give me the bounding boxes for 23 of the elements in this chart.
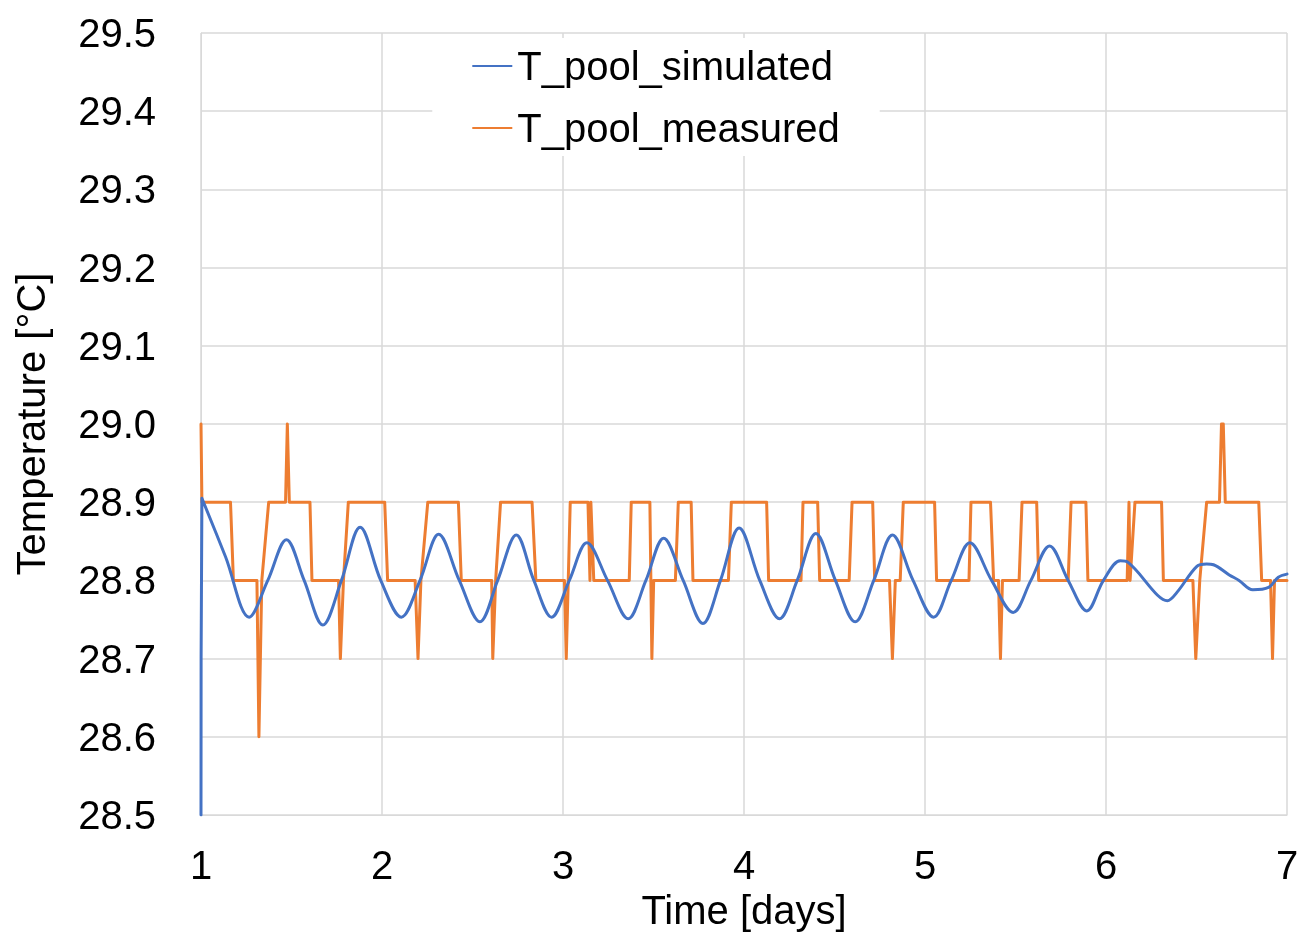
y-tick-label: 28.6: [78, 714, 156, 759]
legend-label: T_pool_measured: [517, 106, 840, 150]
y-tick-label: 28.7: [78, 636, 156, 681]
x-tick-label: 2: [370, 843, 394, 887]
y-tick-label: 29.0: [78, 402, 156, 446]
x-tick-label: 1: [189, 843, 213, 887]
y-tick-label: 29.4: [78, 89, 156, 134]
x-tick-label: 3: [551, 843, 575, 887]
y-tick-label: 28.8: [78, 558, 156, 603]
y-axis-title: Temperature [°C]: [9, 272, 53, 576]
line-series: [199, 422, 1289, 739]
y-tick-label: 28.9: [78, 480, 156, 525]
y-tick-label: 29.3: [78, 167, 156, 212]
y-tick-label: 29.2: [78, 245, 156, 290]
legend-label: T_pool_simulated: [517, 44, 834, 88]
x-axis-title: Time [days]: [641, 887, 847, 932]
x-tick-label: 6: [1094, 843, 1118, 887]
y-tick-label: 29.1: [78, 323, 156, 368]
y-tick-label: 28.5: [78, 793, 156, 837]
y-tick-label: 29.5: [78, 11, 156, 55]
x-tick-label: 5: [913, 843, 937, 887]
x-tick-label: 4: [732, 843, 756, 887]
x-tick-label: 7: [1275, 843, 1299, 887]
